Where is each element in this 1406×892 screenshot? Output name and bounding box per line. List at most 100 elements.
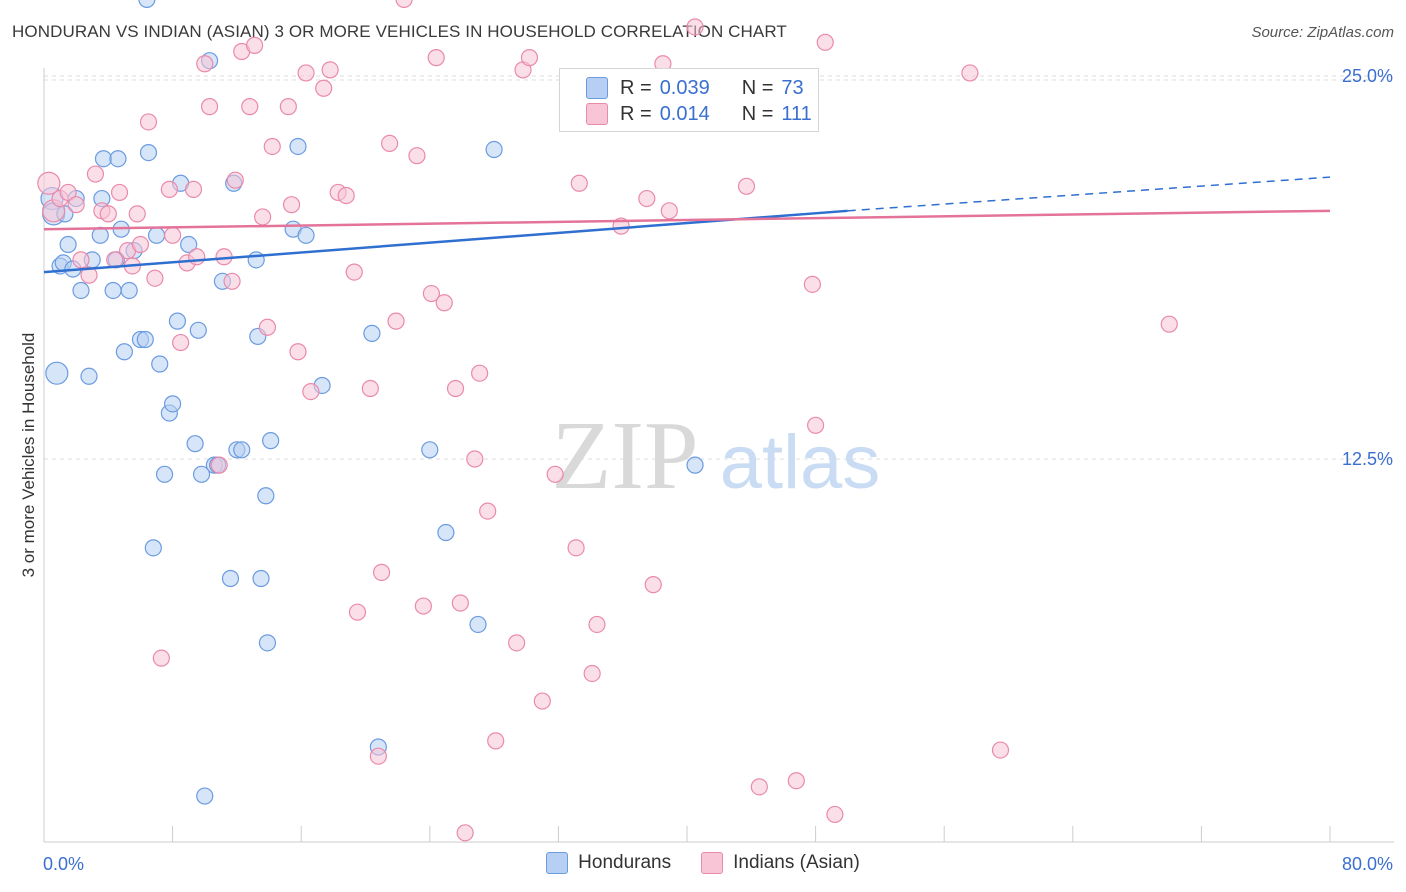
watermark-zip: ZIP [552, 402, 699, 510]
indian-point [254, 208, 272, 226]
indian-point [210, 456, 228, 474]
indian-point [59, 183, 77, 202]
indian-point [660, 202, 678, 220]
indian-point [337, 186, 355, 205]
honduran-point [192, 465, 211, 483]
indian-point [644, 576, 662, 594]
y-axis-label: 3 or more Vehicles in Household [19, 333, 38, 578]
honduran-point [80, 367, 98, 385]
honduran-point [437, 523, 455, 542]
indian-point [471, 364, 489, 382]
honduran-point [421, 441, 439, 459]
indian-point [408, 147, 426, 165]
trend-lines [43, 176, 1331, 274]
indian-point [72, 251, 90, 269]
honduran-point [104, 281, 122, 300]
indian-point [223, 272, 241, 290]
honduran-point [289, 137, 307, 156]
source-credit: Source: ZipAtlas.com [1251, 24, 1394, 41]
legend-row-indians: R = 0.014 N = 111 [586, 101, 812, 127]
honduran-point [233, 441, 251, 459]
indian-point [67, 196, 85, 214]
indian-point [583, 664, 601, 683]
indian-point [160, 180, 178, 198]
honduran-point [258, 634, 277, 652]
x-tick-label: 0.0% [43, 854, 84, 874]
tick-labels: 12.5%25.0%37.5%50.0%0.0%80.0% [43, 66, 1393, 874]
indian-point [750, 778, 768, 796]
indian-point [451, 594, 469, 612]
indian-point [245, 36, 264, 54]
series-legend: Hondurans Indians (Asian) [0, 852, 1406, 874]
indian-point [184, 180, 203, 198]
indian-point [282, 196, 301, 214]
indian-point [226, 171, 244, 189]
indian-point [387, 312, 405, 330]
indian-point [422, 284, 441, 303]
r-key: R = [620, 76, 652, 99]
r-value: 0.039 [659, 76, 710, 99]
indian-point [446, 379, 465, 398]
indian-point [152, 649, 170, 667]
honduran-point [297, 226, 315, 244]
indian-point [570, 174, 588, 192]
indian-point [241, 98, 259, 116]
honduran-point [164, 395, 182, 413]
watermark: ZIP atlas [552, 402, 881, 510]
indian-point [427, 49, 445, 67]
indian-point [816, 33, 834, 51]
indian-point [414, 597, 432, 615]
indian-point [686, 18, 704, 36]
indian-point [315, 79, 333, 97]
r-value: 0.014 [659, 102, 710, 125]
indian-point [289, 343, 307, 361]
hondurans-trend-line [43, 209, 848, 274]
legend-item-indians[interactable]: Indians (Asian) [701, 852, 860, 874]
honduran-point [469, 615, 487, 634]
honduran-point [138, 0, 156, 8]
indian-point [188, 248, 206, 266]
honduran-point [257, 487, 275, 505]
honduran-point [189, 321, 207, 339]
honduran-point [59, 235, 77, 254]
indian-point [302, 382, 320, 401]
indian-point [479, 502, 497, 520]
indian-point [826, 805, 844, 824]
watermark-atlas: atlas [720, 420, 881, 505]
hondurans-swatch [586, 77, 608, 99]
honduran-point [186, 435, 204, 453]
legend-row-hondurans: R = 0.039 N = 73 [586, 75, 804, 101]
honduran-point [91, 226, 109, 244]
indian-point [456, 824, 474, 842]
indian-point [1160, 315, 1178, 333]
indian-point [638, 189, 656, 208]
hondurans-trend-extension [847, 176, 1331, 212]
honduran-point [196, 787, 214, 805]
indian-point [533, 692, 551, 710]
indian-point [508, 634, 526, 652]
indian-point [80, 266, 98, 284]
indian-point [567, 539, 585, 557]
indian-point [164, 226, 182, 244]
indian-point [128, 205, 146, 223]
indian-point [345, 263, 363, 281]
indians-swatch [586, 103, 608, 125]
indian-point [369, 747, 387, 765]
indian-point [258, 318, 277, 336]
honduran-point [144, 539, 162, 557]
indian-point [787, 772, 805, 790]
indian-point [991, 741, 1010, 759]
honduran-point [139, 144, 158, 162]
indian-point [131, 235, 150, 254]
indian-point [172, 333, 190, 352]
r-key: R = [620, 102, 652, 125]
indian-point [110, 183, 129, 202]
indian-point [737, 177, 756, 195]
honduran-point [155, 465, 174, 483]
legend-item-hondurans[interactable]: Hondurans [546, 852, 671, 874]
honduran-point [151, 355, 169, 373]
honduran-point [252, 569, 270, 588]
indian-point [588, 615, 606, 634]
honduran-point [94, 150, 113, 168]
